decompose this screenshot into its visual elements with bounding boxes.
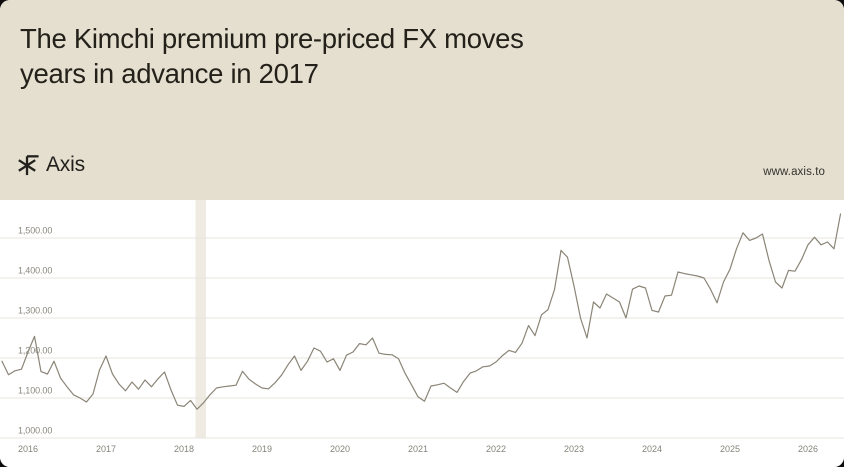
website-url: www.axis.to: [763, 166, 825, 178]
brand-name: Axis: [46, 152, 85, 176]
x-axis-label: 2026: [798, 444, 818, 454]
price-line: [1, 213, 842, 410]
x-axis-label: 2020: [330, 444, 350, 454]
y-axis-label: 1,500.00: [18, 226, 52, 236]
x-axis-label: 2022: [486, 444, 506, 454]
x-axis-label: 2025: [720, 444, 740, 454]
x-axis-label: 2024: [642, 444, 662, 454]
y-axis-label: 1,300.00: [18, 306, 52, 316]
title-line-1: The Kimchi premium pre-priced FX moves: [20, 23, 524, 54]
x-axis-label: 2016: [18, 444, 38, 454]
x-axis-label: 2019: [252, 444, 272, 454]
price-chart: 1,000.00 1,100.00 1,200.00 1,300.00 1,400.00…: [0, 200, 844, 454]
y-axis-label: 1,100.00: [18, 386, 52, 396]
chart-title: The Kimchi premium pre-priced FX moves y…: [20, 21, 524, 91]
x-axis-label: 2023: [564, 444, 584, 454]
chart-area: 1,000.00 1,100.00 1,200.00 1,300.00 1,400.00…: [0, 200, 844, 467]
x-axis-label: 2017: [96, 444, 116, 454]
y-axis-label: 1,400.00: [18, 266, 52, 276]
header: The Kimchi premium pre-priced FX moves y…: [0, 0, 844, 200]
brand: Axis: [15, 152, 85, 177]
y-axis-label: 1,200.00: [18, 346, 52, 356]
highlight-band-2018: [195, 200, 206, 438]
title-line-2: years in advance in 2017: [20, 58, 319, 89]
x-axis-label: 2021: [408, 444, 428, 454]
y-axis-label: 1,000.00: [18, 426, 52, 436]
x-axis-label: 2018: [174, 444, 194, 454]
axis-logo-icon: [18, 155, 39, 176]
